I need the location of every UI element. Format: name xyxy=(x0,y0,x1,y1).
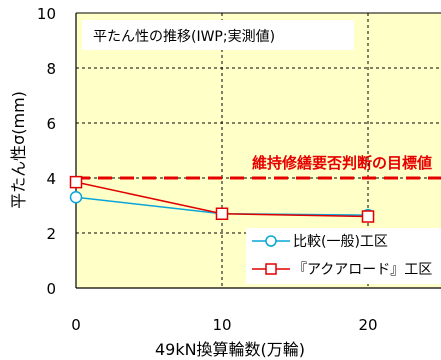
data-point xyxy=(361,210,375,223)
axes xyxy=(75,12,441,289)
series-group xyxy=(69,175,375,223)
x-axis-title: 49kN換算輪数(万輪) xyxy=(155,340,305,359)
y-tick-label: 6 xyxy=(46,115,56,133)
y-tick-label: 2 xyxy=(46,225,56,243)
y-tick-label: 10 xyxy=(37,5,56,23)
legend-label: 比較(一般)工区 xyxy=(293,234,388,250)
chart-title: 平たん性の推移(IWP;実測値) xyxy=(93,29,275,45)
x-tick-label: 0 xyxy=(71,316,81,334)
reference-line-group: 維持修繕要否判断の目標値 xyxy=(76,154,441,180)
y-tick-label: 0 xyxy=(46,280,56,298)
x-tick-label: 10 xyxy=(212,316,231,334)
x-tick-label: 20 xyxy=(358,316,377,334)
y-axis-title: 平たん性σ(mm) xyxy=(9,91,28,209)
data-point xyxy=(215,207,229,220)
y-tick-label: 8 xyxy=(46,60,56,78)
reference-line-label: 維持修繕要否判断の目標値 xyxy=(252,154,432,172)
data-point xyxy=(69,191,83,204)
legend: 比較(一般)工区『アクアロード』工区 xyxy=(246,228,441,284)
tick-labels: 0 2 4 6 8 10 0 10 20 xyxy=(37,5,378,334)
chart-title-box: 平たん性の推移(IWP;実測値) xyxy=(82,20,354,50)
legend-marker xyxy=(265,263,277,275)
legend-label: 『アクアロード』工区 xyxy=(293,262,432,278)
y-tick-label: 4 xyxy=(46,170,56,188)
legend-marker xyxy=(265,235,277,247)
data-point xyxy=(69,175,83,189)
